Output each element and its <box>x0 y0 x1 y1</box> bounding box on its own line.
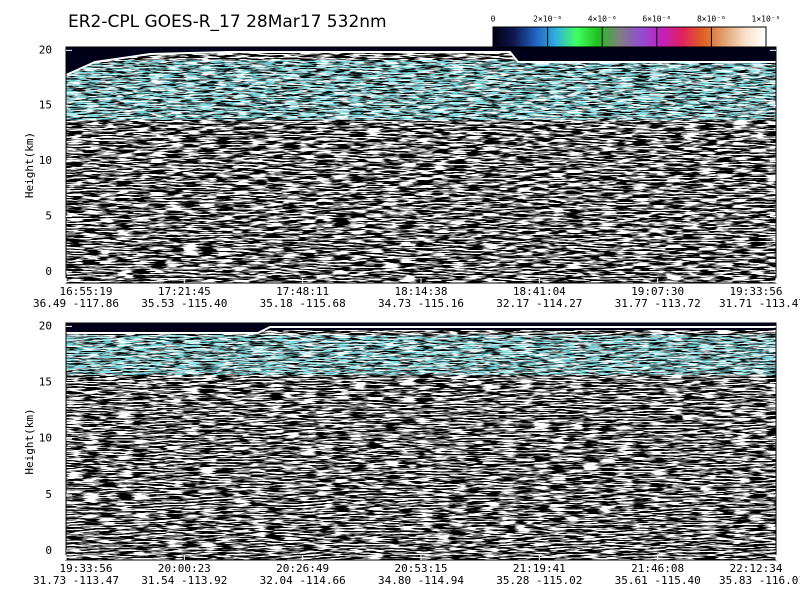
surface-line <box>65 51 776 76</box>
x-tick-label: 20:00:23 <box>158 562 211 575</box>
x-location-label: 31.54 -113.92 <box>141 574 227 587</box>
y-tick-label: 0 <box>45 265 52 278</box>
y-tick-label: 10 <box>39 154 52 167</box>
y-axis-label: Height(km) <box>23 408 36 474</box>
x-location-label: 34.73 -115.16 <box>378 297 464 310</box>
x-tick-label: 17:48:11 <box>276 285 329 298</box>
above-aircraft <box>66 47 776 75</box>
x-tick-label: 19:33:56 <box>730 285 783 298</box>
y-tick-label: 15 <box>39 376 52 389</box>
y-tick-label: 0 <box>45 544 52 557</box>
aerosol-layer <box>66 60 776 120</box>
x-tick-label: 21:19:41 <box>513 562 566 575</box>
x-location-label: 31.77 -113.72 <box>615 297 701 310</box>
x-location-label: 31.73 -113.47 <box>33 574 119 587</box>
x-location-label: 32.04 -114.66 <box>260 574 346 587</box>
x-tick-label: 20:26:49 <box>276 562 329 575</box>
y-tick-label: 5 <box>45 488 52 501</box>
panel <box>66 323 776 560</box>
y-tick-label: 20 <box>39 43 52 56</box>
y-tick-label: 10 <box>39 432 52 445</box>
y-tick-label: 20 <box>39 319 52 332</box>
x-location-label: 31.71 -113.47 <box>719 297 800 310</box>
x-location-label: 35.53 -115.40 <box>141 297 227 310</box>
panel <box>65 47 776 283</box>
x-location-label: 32.17 -114.27 <box>496 297 582 310</box>
colorbar-tick-label: 0 <box>491 15 496 24</box>
y-tick-label: 15 <box>39 99 52 112</box>
x-location-label: 35.28 -115.02 <box>496 574 582 587</box>
x-tick-label: 21:46:08 <box>631 562 684 575</box>
colorbar <box>492 26 767 48</box>
x-tick-label: 19:33:56 <box>60 562 113 575</box>
x-tick-label: 17:21:45 <box>158 285 211 298</box>
x-tick-label: 18:41:04 <box>513 285 566 298</box>
x-tick-label: 18:14:38 <box>395 285 448 298</box>
x-tick-label: 20:53:15 <box>395 562 448 575</box>
y-tick-label: 5 <box>45 210 52 223</box>
chart-title: ER2-CPL GOES-R_17 28Mar17 532nm <box>68 12 387 32</box>
colorbar-tick-label: 6×10⁻⁶ <box>642 15 671 24</box>
colorbar-tick-label: 1×10⁻⁵ <box>752 15 781 24</box>
x-tick-label: 19:07:30 <box>631 285 684 298</box>
x-tick-label: 22:12:34 <box>730 562 783 575</box>
aerosol-layer <box>66 335 776 375</box>
x-location-label: 35.18 -115.68 <box>260 297 346 310</box>
x-tick-label: 16:55:19 <box>60 285 113 298</box>
colorbar-tick-label: 4×10⁻⁶ <box>588 15 617 24</box>
x-location-label: 36.49 -117.86 <box>33 297 119 310</box>
surface-line <box>66 326 776 334</box>
x-location-label: 34.80 -114.94 <box>378 574 464 587</box>
x-location-label: 35.83 -116.01 <box>719 574 800 587</box>
y-axis-label: Height(km) <box>23 132 36 198</box>
colorbar-tick-label: 8×10⁻⁶ <box>697 15 726 24</box>
colorbar-tick-label: 2×10⁻⁶ <box>533 15 562 24</box>
x-location-label: 35.61 -115.40 <box>615 574 701 587</box>
